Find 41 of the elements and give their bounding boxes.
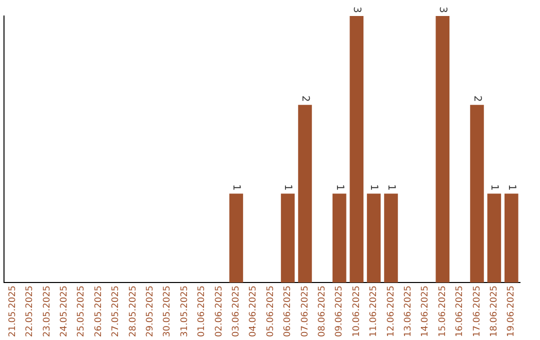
x-tick-label: 15.06.2025: [438, 285, 448, 337]
x-tick-label: 07.06.2025: [300, 285, 310, 337]
x-tick-label: 27.05.2025: [111, 285, 122, 337]
x-tick-label: 09.06.2025: [334, 285, 345, 337]
x-tick-label: 29.05.2025: [146, 285, 156, 337]
x-tick-label: 10.06.2025: [352, 285, 362, 337]
x-tick-label: 26.05.2025: [94, 285, 104, 337]
x-tick-label: 03.06.2025: [232, 285, 242, 337]
x-tick-label: 11.06.2025: [369, 285, 380, 337]
x-tick-label: 12.06.2025: [386, 285, 396, 337]
x-tick-label: 16.06.2025: [455, 285, 466, 337]
x-tick-label: 01.06.2025: [197, 285, 208, 337]
data-label: 1: [230, 184, 242, 191]
x-tick-label: 25.05.2025: [76, 285, 87, 337]
data-label: 1: [488, 184, 500, 191]
data-label: 1: [385, 184, 396, 191]
x-tick-label: 23.05.2025: [42, 285, 52, 337]
x-tick-label: 24.05.2025: [60, 285, 70, 337]
x-tick-label: 17.06.2025: [472, 285, 482, 337]
x-tick-label: 08.06.2025: [318, 285, 328, 337]
data-label: 2: [299, 95, 310, 102]
data-label: 1: [368, 184, 380, 191]
x-tick-label: 22.05.2025: [25, 285, 36, 337]
x-tick-label: 02.06.2025: [214, 285, 224, 337]
data-label: 3: [351, 6, 362, 13]
x-tick-label: 04.06.2025: [248, 285, 259, 337]
data-label: 1: [506, 184, 517, 191]
data-label: 3: [437, 6, 448, 13]
x-tick-label: 28.05.2025: [128, 285, 138, 337]
x-tick-label: 19.06.2025: [506, 285, 517, 337]
data-label: 1: [334, 184, 345, 191]
x-tick-label: 06.06.2025: [283, 285, 294, 337]
data-label: 2: [471, 95, 482, 102]
x-tick-label: 31.05.2025: [180, 285, 190, 337]
x-tick-label: 14.06.2025: [420, 285, 431, 337]
x-tick-label: 05.06.2025: [266, 285, 276, 337]
x-tick-label: 13.06.2025: [404, 285, 414, 337]
data-label: 1: [282, 184, 294, 191]
x-tick-label: 21.05.2025: [8, 285, 18, 337]
x-tick-label: 30.05.2025: [162, 285, 173, 337]
x-tick-label: 18.06.2025: [490, 285, 500, 337]
